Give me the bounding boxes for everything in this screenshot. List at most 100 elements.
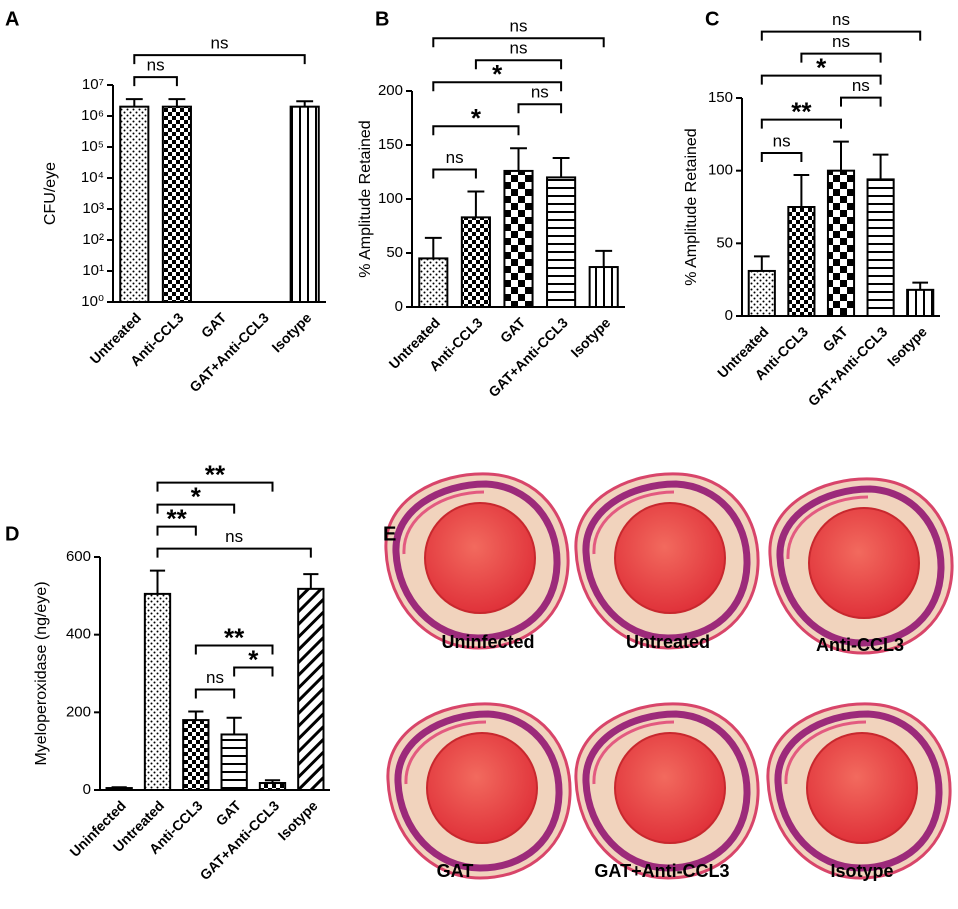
error-bar [467, 190, 485, 218]
error-bar [552, 156, 570, 178]
significance-label: ** [791, 96, 812, 126]
error-bar [188, 710, 204, 721]
x-tick-label: Isotype [567, 314, 613, 360]
y-tick-label: 0 [395, 298, 403, 315]
y-tick-label: 50 [386, 244, 403, 261]
bar [105, 787, 133, 792]
significance-label: ns [773, 132, 791, 151]
image-label: GAT [437, 861, 474, 881]
x-tick-label: GAT [212, 797, 244, 829]
y-axis-label: Myeloperoxidase (ng/eye) [33, 581, 50, 765]
eye-image [388, 704, 570, 878]
bar [588, 266, 619, 309]
significance-bracket [517, 103, 563, 114]
error-bar [125, 98, 143, 107]
bar [460, 216, 491, 308]
error-bar [226, 716, 242, 735]
significance-label: ns [225, 527, 243, 546]
error-bar [424, 236, 442, 259]
y-tick-label: 10¹ [82, 262, 104, 279]
eye-image [770, 479, 952, 653]
significance-label: ns [211, 34, 229, 53]
significance-bracket [760, 74, 882, 85]
panel-letter: A [5, 8, 19, 30]
panel-letter: E [383, 523, 396, 545]
significance-bracket [194, 688, 236, 699]
bar [258, 782, 287, 792]
panel-letter: C [705, 8, 719, 30]
significance-bracket [133, 54, 306, 65]
y-tick-label: 10³ [82, 200, 104, 217]
eye-image [576, 704, 758, 878]
significance-label: ns [510, 17, 528, 36]
x-tick-label: GAT [198, 309, 230, 341]
chart: ACFU/eye10⁰10¹10²10³10⁴10⁵10⁶10⁷Untreate… [5, 8, 326, 395]
y-tick-label: 0 [725, 307, 733, 324]
bar [161, 105, 192, 303]
y-tick-label: 50 [716, 234, 733, 251]
significance-label: ns [832, 10, 850, 29]
panel-letter: D [5, 523, 19, 545]
significance-bracket [432, 37, 605, 48]
error-bar [872, 153, 889, 180]
y-tick-label: 100 [708, 162, 733, 179]
significance-bracket [474, 59, 563, 70]
x-tick-label: GAT [819, 323, 851, 355]
significance-bracket [233, 666, 274, 677]
x-tick-label: GAT+Anti-CCL3 [186, 309, 272, 395]
y-tick-label: 10⁴ [81, 169, 104, 186]
bar [220, 733, 248, 791]
image-label: GAT+Anti-CCL3 [594, 861, 729, 881]
significance-bracket [156, 503, 236, 514]
eye-image [576, 474, 758, 648]
bar [297, 587, 325, 791]
bar [787, 206, 816, 317]
y-tick-label: 10² [82, 231, 104, 248]
significance-bracket [432, 81, 563, 92]
significance-bracket [194, 644, 274, 655]
bar [906, 288, 935, 317]
significance-bracket [760, 152, 803, 163]
significance-label: * [816, 52, 827, 82]
significance-bracket [156, 481, 274, 492]
error-bar [149, 569, 166, 594]
y-axis-label: % Amplitude Retained [357, 120, 374, 277]
significance-bracket [800, 52, 882, 63]
chart: C% Amplitude Retained050100150UntreatedA… [683, 8, 940, 409]
y-tick-label: 100 [378, 190, 403, 207]
image-label: Uninfected [441, 632, 534, 652]
significance-label: ** [205, 459, 226, 489]
significance-bracket [760, 118, 842, 129]
significance-bracket [432, 168, 477, 179]
significance-label: * [492, 59, 503, 89]
significance-label: ns [852, 76, 870, 95]
significance-bracket [760, 30, 922, 41]
bar [826, 169, 856, 317]
error-bar [753, 255, 770, 271]
y-tick-label: 150 [708, 89, 733, 106]
x-tick-label: Isotype [268, 309, 314, 355]
y-tick-label: 200 [66, 703, 91, 720]
error-bar [510, 147, 527, 171]
significance-label: * [471, 103, 482, 133]
image-label: Untreated [626, 632, 710, 652]
significance-bracket [156, 525, 197, 536]
y-tick-label: 200 [378, 82, 403, 99]
bar [418, 257, 449, 308]
significance-bracket [156, 547, 312, 558]
significance-label: ns [531, 83, 549, 102]
significance-label: ns [446, 148, 464, 167]
significance-label: ns [206, 668, 224, 687]
error-bar [111, 786, 127, 789]
bar [119, 105, 150, 303]
error-bar [303, 573, 319, 589]
bar [546, 176, 577, 308]
error-bar [833, 140, 849, 171]
significance-label: ns [832, 32, 850, 51]
eye-image [386, 474, 568, 648]
bar [503, 169, 534, 308]
eye-image [768, 704, 950, 878]
significance-label: * [191, 481, 202, 511]
